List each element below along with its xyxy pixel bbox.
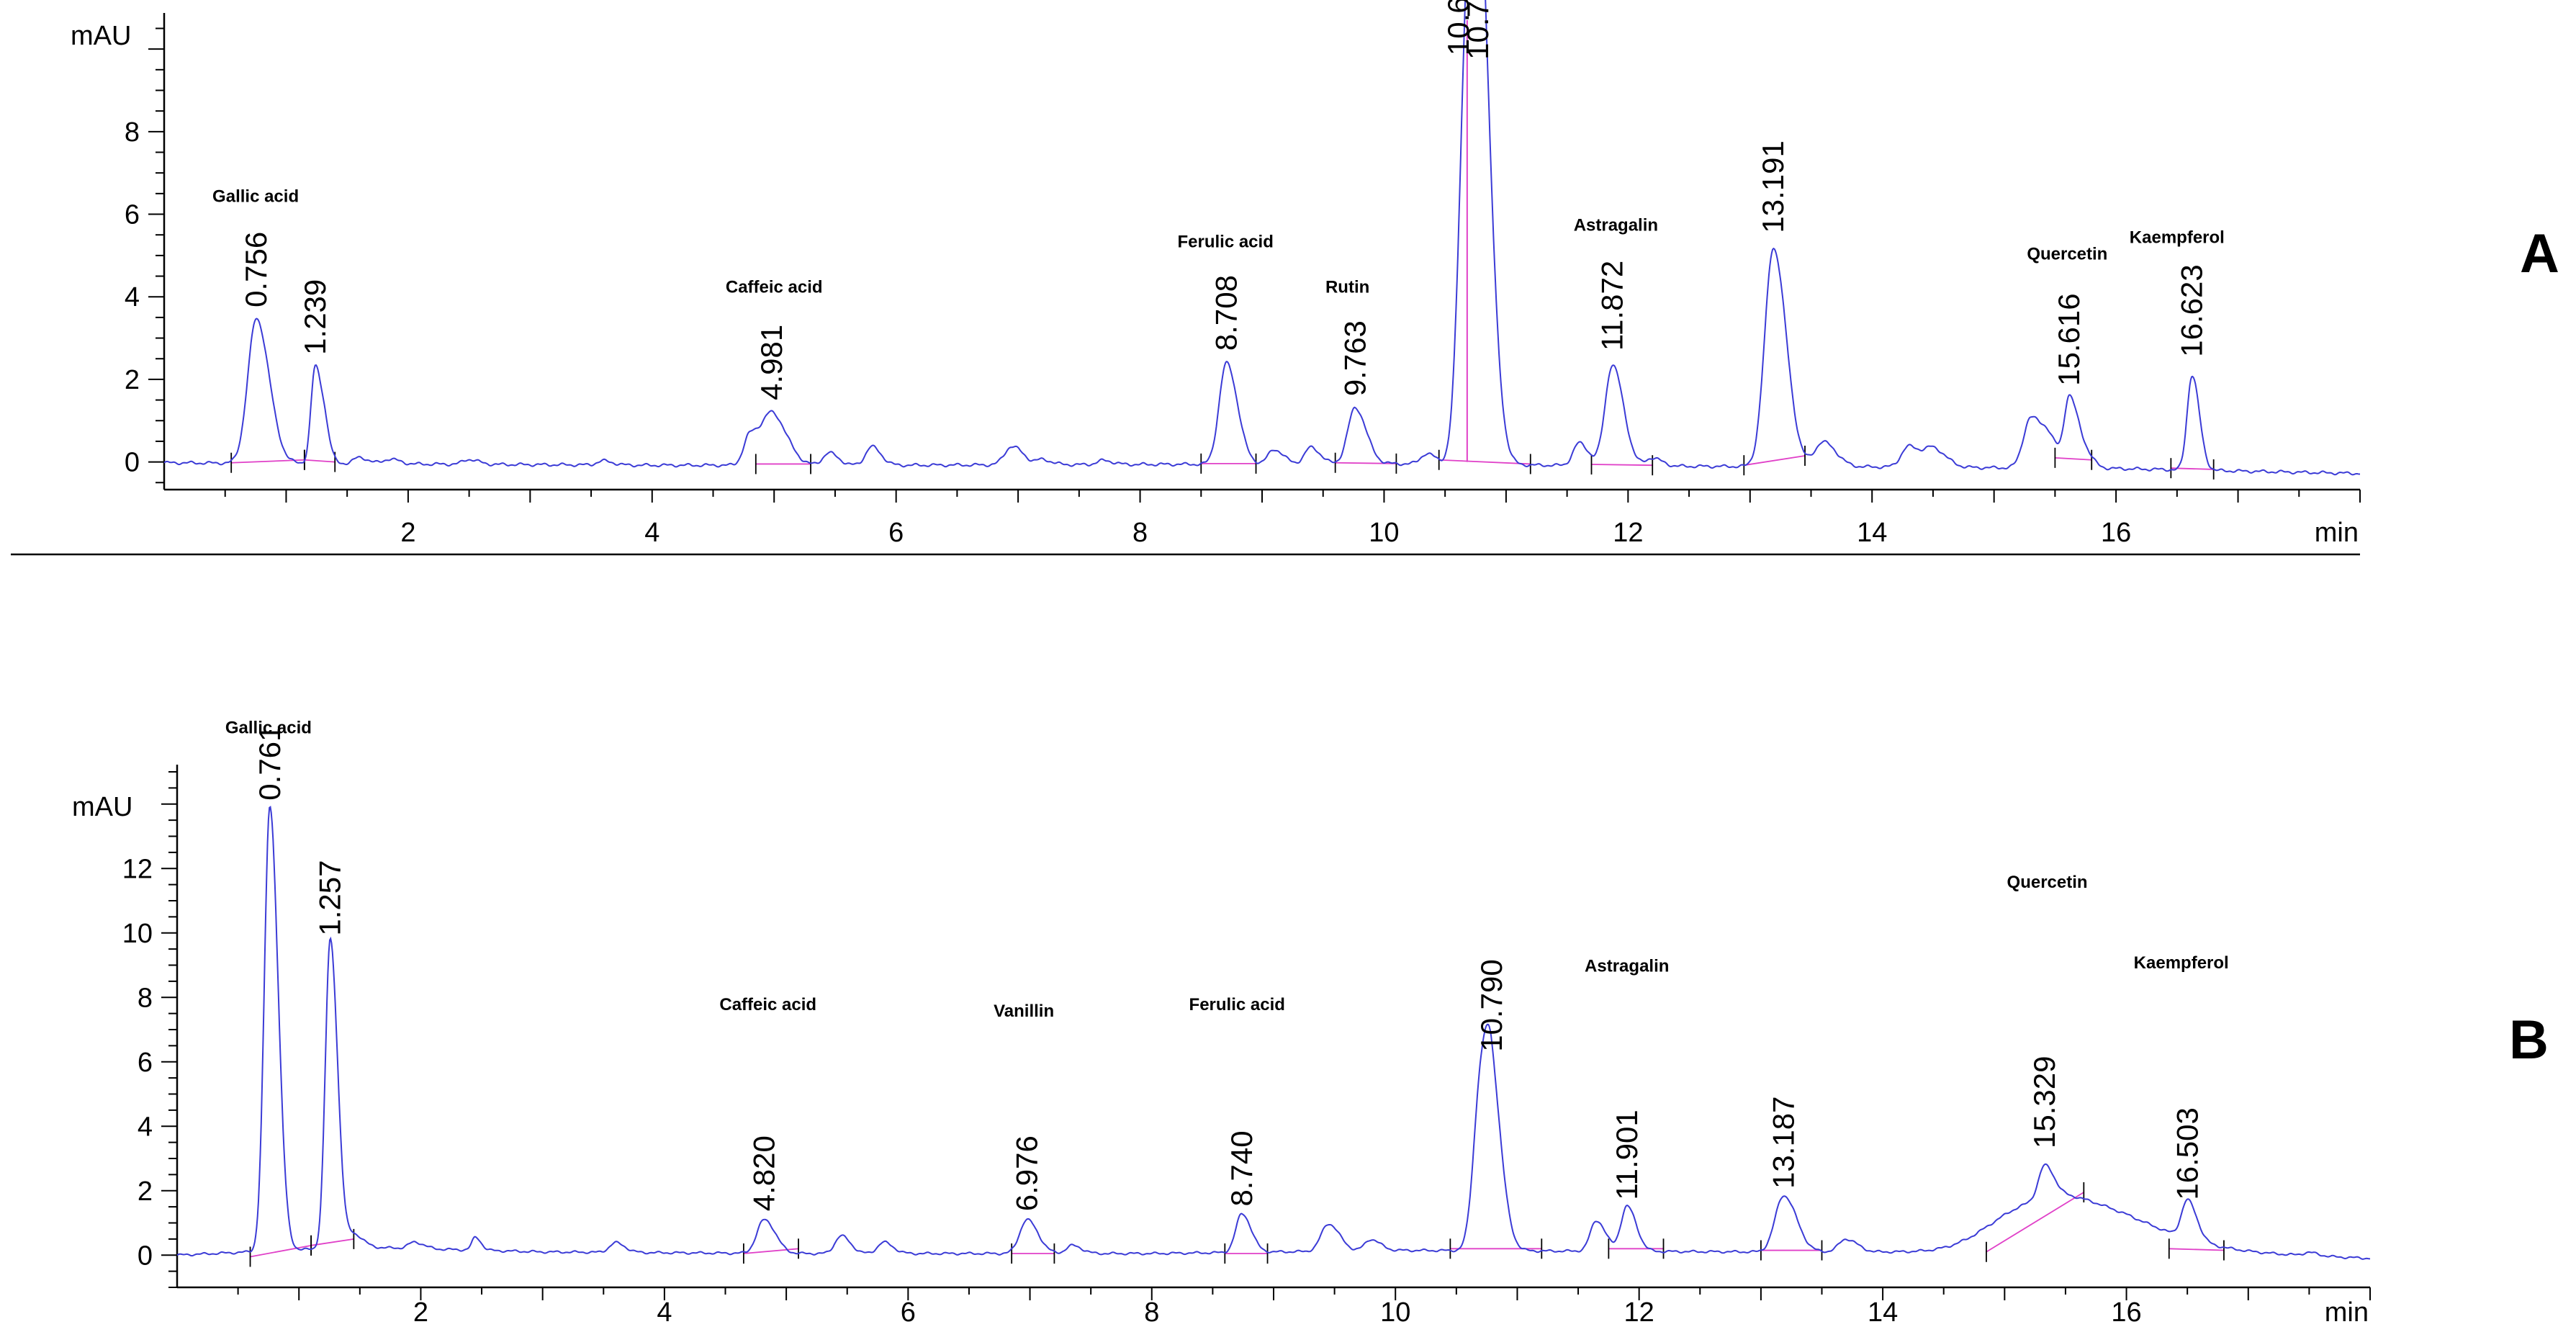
- retention-time-label: 11.872: [1595, 261, 1629, 351]
- compound-label: Gallic acid: [212, 186, 299, 206]
- retention-time-label: 8.740: [1225, 1130, 1258, 1206]
- integration-baseline: [304, 459, 335, 463]
- y-axis-label: mAU: [71, 21, 131, 51]
- x-axis-label: min: [2315, 518, 2359, 548]
- integration-baseline: [743, 1248, 799, 1254]
- retention-time-label: 10.681: [1441, 0, 1475, 55]
- y-tick-label: 8: [125, 117, 140, 148]
- retention-time-label: 15.616: [2052, 293, 2086, 385]
- x-tick-label: 12: [1624, 1297, 1654, 1328]
- compound-label: Ferulic acid: [1177, 232, 1273, 251]
- y-tick-label: 6: [138, 1048, 153, 1078]
- x-tick-label: 12: [1613, 518, 1643, 548]
- retention-time-label: 0.761: [253, 725, 287, 801]
- retention-time-label: 1.257: [313, 860, 347, 936]
- y-tick-label: 10: [122, 919, 153, 949]
- retention-time-label: 15.329: [2027, 1056, 2061, 1148]
- panel-label: B: [2509, 1009, 2549, 1071]
- compound-label: Astragalin: [1574, 215, 1658, 235]
- x-axis-label: min: [2325, 1297, 2369, 1328]
- x-tick-label: 8: [1144, 1297, 1159, 1328]
- compound-label: Rutin: [1325, 277, 1369, 297]
- compound-label: Caffeic acid: [719, 995, 816, 1014]
- integration-baseline: [311, 1238, 354, 1246]
- y-tick-label: 8: [138, 983, 153, 1013]
- chromatogram-panel-a: 0 2 4 6 8 mAU 2 4 6 8 10 12 14 16 min 0.756 1.239 4.981 8.…: [11, 0, 2559, 556]
- retention-time-label: 10.790: [1474, 959, 1508, 1051]
- integration-baseline: [2171, 467, 2214, 470]
- x-tick-label: 6: [888, 518, 904, 548]
- x-tick-label: 6: [901, 1297, 916, 1328]
- x-tick-label: 2: [400, 518, 415, 548]
- x-tick-label: 16: [2111, 1297, 2141, 1328]
- chromatogram-trace: [163, 0, 2360, 476]
- chromatogram-trace: [176, 805, 2371, 1260]
- retention-time-label: 1.239: [298, 279, 332, 355]
- compound-label: Astragalin: [1585, 956, 1669, 976]
- integration-baseline: [250, 1244, 312, 1258]
- chromatogram-panel-b: 0 2 4 6 8 10 12 mAU 2 4 6 8 10 12 14 16 min 0.761 1.257 4.8…: [72, 718, 2549, 1328]
- retention-time-label: 4.820: [747, 1135, 781, 1211]
- retention-time-label: 4.981: [755, 325, 788, 400]
- integration-baseline: [1438, 459, 1531, 465]
- retention-time-label: 16.503: [2171, 1107, 2205, 1200]
- x-tick-label: 8: [1132, 518, 1148, 548]
- y-tick-label: 0: [125, 448, 140, 478]
- y-tick-label: 6: [125, 200, 140, 230]
- y-tick-label: 2: [138, 1176, 153, 1207]
- integration-baseline: [2055, 456, 2092, 461]
- x-tick-label: 14: [1857, 518, 1887, 548]
- integration-baseline: [231, 459, 305, 464]
- x-tick-label: 10: [1380, 1297, 1410, 1328]
- compound-label: Quercetin: [2007, 873, 2088, 892]
- y-tick-label: 4: [125, 282, 140, 312]
- retention-time-label: 13.187: [1767, 1096, 1801, 1188]
- retention-time-label: 11.901: [1610, 1110, 1644, 1200]
- x-tick-label: 16: [2101, 518, 2131, 548]
- y-tick-label: 4: [138, 1112, 153, 1142]
- y-tick-label: 12: [122, 854, 153, 884]
- integration-baseline: [1335, 462, 1397, 464]
- compound-label: Quercetin: [2027, 245, 2107, 264]
- x-tick-label: 14: [1868, 1297, 1898, 1328]
- compound-label: Gallic acid: [225, 718, 312, 737]
- x-tick-label: 10: [1369, 518, 1399, 548]
- integration-baseline: [2169, 1248, 2224, 1251]
- x-tick-label: 4: [657, 1297, 672, 1328]
- retention-time-label: 10.781: [1461, 0, 1495, 60]
- x-tick-label: 4: [644, 518, 659, 548]
- x-tick-label: 2: [413, 1297, 428, 1328]
- integration-baseline: [1986, 1192, 2084, 1253]
- retention-time-label: 16.623: [2175, 264, 2209, 356]
- compound-label: Kaempferol: [2134, 953, 2229, 973]
- integration-baseline: [1591, 464, 1653, 467]
- panel-label: A: [2520, 223, 2559, 284]
- retention-time-label: 0.756: [239, 232, 273, 307]
- compound-label: Ferulic acid: [1189, 995, 1285, 1014]
- retention-time-label: 9.763: [1338, 320, 1372, 396]
- retention-time-label: 6.976: [1009, 1135, 1043, 1211]
- compound-label: Caffeic acid: [726, 277, 823, 297]
- y-axis-label: mAU: [72, 792, 132, 822]
- y-tick-label: 2: [125, 365, 140, 395]
- retention-time-label: 13.191: [1756, 140, 1790, 233]
- compound-label: Vanillin: [994, 1002, 1054, 1021]
- integration-baseline: [1744, 455, 1806, 467]
- y-tick-label: 0: [138, 1241, 153, 1271]
- compound-label: Kaempferol: [2130, 228, 2225, 248]
- retention-time-label: 8.708: [1210, 275, 1243, 351]
